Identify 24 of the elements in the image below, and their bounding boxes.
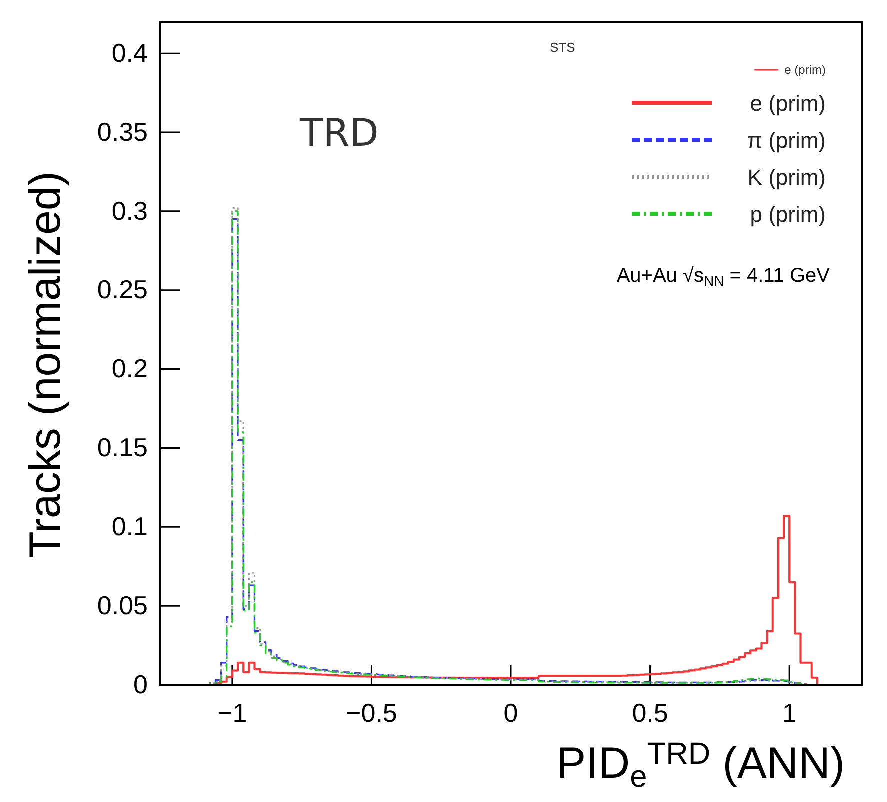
annotation: STS (550, 40, 576, 55)
legend-label: π (prim) (747, 128, 826, 153)
y-tick-label: 0.05 (97, 590, 148, 620)
legend-label: K (prim) (748, 165, 826, 190)
x-tick-label: 0.5 (632, 698, 668, 728)
annotation: TRD (299, 111, 379, 155)
x-tick-label: −1 (218, 698, 248, 728)
y-tick-label: 0.15 (97, 432, 148, 463)
annotation: e (prim) (784, 63, 826, 77)
y-tick-label: 0.35 (97, 116, 148, 147)
x-tick-label: −0.5 (346, 698, 398, 728)
y-tick-label: 0.1 (112, 511, 148, 542)
y-tick-label: 0.2 (112, 354, 148, 384)
y-tick-label: 0 (134, 669, 148, 700)
y-tick-label: 0.25 (97, 274, 148, 305)
x-tick-label: 0 (504, 698, 518, 728)
legend-label: p (prim) (750, 202, 826, 227)
y-tick-label: 0.4 (112, 38, 148, 68)
x-axis-title: PID$_{e}$$^{TRD}$ (ANN) (556, 736, 845, 794)
x-tick-label: 1 (782, 698, 797, 728)
y-tick-label: 0.3 (112, 196, 148, 226)
legend-label: e (prim) (750, 91, 826, 116)
y-axis-title: Tracks (normalized) (21, 171, 70, 559)
annotation: Au+Au √s$_{NN}$ = 4.11 GeV (616, 265, 831, 290)
